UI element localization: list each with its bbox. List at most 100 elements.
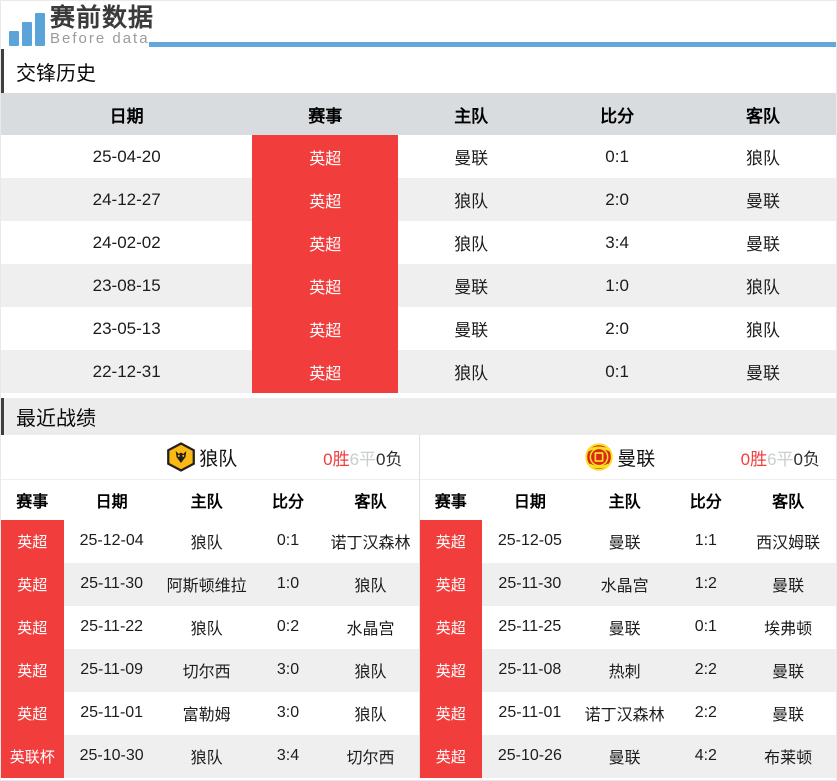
cell-date: 25-11-01 <box>80 704 144 721</box>
table-row: 24-02-02 英超 狼队 3:4 曼联 <box>1 221 836 264</box>
cell-home: 曼联 <box>608 621 641 638</box>
cell-home: 曼联 <box>454 149 489 168</box>
record-losses: 0负 <box>376 449 403 469</box>
bar-chart-logo-icon <box>9 8 45 46</box>
brand-title: 赛前数据 <box>50 4 155 32</box>
col-header-date: 日期 <box>1 93 253 135</box>
col-header-score: 比分 <box>253 479 323 520</box>
col-header-away: 客队 <box>322 479 419 520</box>
table-row: 英超 25-11-01 诺丁汉森林 2:2 曼联 <box>419 691 837 735</box>
cell-score: 0:1 <box>276 532 300 549</box>
cell-home: 曼联 <box>608 535 641 552</box>
table-row: 英超 25-12-05 曼联 1:1 西汉姆联 <box>419 519 837 563</box>
cell-home: 曼联 <box>577 734 672 778</box>
cell-competition-badge: 英超 <box>1 519 64 563</box>
cell-score: 0:1 <box>694 618 717 635</box>
cell-competition-badge: 英超 <box>1 648 64 692</box>
col-header-date: 日期 <box>481 479 578 520</box>
cell-score: 1:0 <box>253 562 323 606</box>
brand-header: 赛前数据 Before data <box>1 1 836 49</box>
record-wins: 0胜 <box>323 449 350 469</box>
cell-competition-badge: 英超 <box>1 562 64 606</box>
table-row: 英超 25-11-30 水晶宫 1:2 曼联 <box>419 562 836 606</box>
cell-date: 23-08-15 <box>1 264 253 307</box>
record-wins: 0胜 <box>740 449 768 469</box>
table-row: 23-08-15 英超 曼联 1:0 狼队 <box>1 264 836 307</box>
section-title-h2h: 交锋历史 <box>1 49 836 93</box>
table-row: 23-05-13 英超 曼联 2:0 狼队 <box>1 307 836 350</box>
cell-date: 25-12-04 <box>79 532 144 549</box>
cell-competition-badge: 英超 <box>419 691 482 735</box>
cell-home: 狼队 <box>190 535 223 552</box>
team-name: 曼联 <box>617 448 656 470</box>
team-header-wolves: 狼队 0胜6平0负 <box>1 435 419 479</box>
cell-home: 阿斯顿维拉 <box>159 562 254 606</box>
cell-home: 曼联 <box>398 264 545 307</box>
cell-score: 3:4 <box>253 734 323 778</box>
cell-date: 23-05-13 <box>92 318 161 338</box>
table-row: 24-12-27 英超 狼队 2:0 曼联 <box>1 178 836 221</box>
table-row: 英超 25-12-04 狼队 0:1 诺丁汉森林 <box>1 519 419 563</box>
cell-competition-badge: 英超 <box>419 734 482 778</box>
cell-away: 曼联 <box>740 648 836 692</box>
cell-away: 狼队 <box>690 264 836 307</box>
record-draws: 6平 <box>349 449 377 469</box>
team-record: 0胜6平0负 <box>237 445 418 470</box>
cell-date: 25-10-26 <box>481 734 578 778</box>
cell-home: 诺丁汉森林 <box>584 707 665 724</box>
col-header-home: 主队 <box>159 479 254 520</box>
recent-panel-manutd: 曼联 0胜6平0负 赛事 日期 主队 比分 客队 <box>418 435 837 778</box>
cell-home: 水晶宫 <box>577 562 672 606</box>
recent-table-header: 赛事 日期 主队 比分 客队 <box>419 479 836 520</box>
cell-score: 3:0 <box>276 704 300 721</box>
cell-competition-badge: 英超 <box>419 605 482 649</box>
recent-table-manutd: 赛事 日期 主队 比分 客队 英超 25-12-05 曼联 1:1 <box>419 479 837 778</box>
table-row: 英联杯 25-10-30 狼队 3:4 切尔西 <box>1 734 419 778</box>
brand-subtitle: Before data <box>50 30 150 47</box>
col-header-comp: 赛事 <box>252 93 399 135</box>
team-header-manutd: 曼联 0胜6平0负 <box>419 435 836 479</box>
cell-date: 25-11-22 <box>80 618 144 635</box>
cell-competition-badge: 英超 <box>252 135 399 178</box>
h2h-table-body: 25-04-20 英超 曼联 0:1 狼队 24-12-27 英超 狼队 2:0… <box>1 135 836 393</box>
recent-panels: 狼队 0胜6平0负 赛事 日期 主队 比分 客队 <box>1 435 836 778</box>
col-header-away: 客队 <box>690 93 836 135</box>
cell-home: 狼队 <box>454 235 489 254</box>
record-draws: 6平 <box>767 449 794 469</box>
cell-score: 0:1 <box>605 146 629 166</box>
cell-home: 热刺 <box>577 648 672 692</box>
table-row: 英超 25-11-25 曼联 0:1 埃弗顿 <box>419 605 837 649</box>
cell-away: 曼联 <box>772 707 805 724</box>
team-record: 0胜6平0负 <box>655 445 836 470</box>
team-identity-wolves: 狼队 <box>166 442 237 472</box>
cell-home: 曼联 <box>454 321 489 340</box>
cell-competition-badge: 英超 <box>419 562 482 606</box>
col-header-comp: 赛事 <box>1 479 64 520</box>
cell-date: 25-11-08 <box>481 648 578 692</box>
col-header-score: 比分 <box>544 93 691 135</box>
cell-away: 狼队 <box>746 321 781 340</box>
col-header-date: 日期 <box>63 479 160 520</box>
cell-date: 25-04-20 <box>92 146 161 166</box>
cell-competition-badge: 英联杯 <box>1 734 64 778</box>
cell-score: 0:2 <box>276 618 300 635</box>
col-header-home: 主队 <box>398 93 545 135</box>
cell-score: 1:0 <box>544 264 691 307</box>
cell-competition-badge: 英超 <box>252 178 399 221</box>
h2h-table: 日期 赛事 主队 比分 客队 25-04-20 英超 曼联 0:1 狼队 24-… <box>1 93 836 393</box>
col-header-away: 客队 <box>740 479 836 520</box>
cell-competition-badge: 英超 <box>419 519 482 563</box>
recent-table-body-wolves: 英超 25-12-04 狼队 0:1 诺丁汉森林 英超 25-11-30 阿斯顿… <box>1 519 419 778</box>
cell-score: 0:1 <box>544 350 691 393</box>
cell-away: 曼联 <box>690 178 836 221</box>
cell-away: 曼联 <box>690 350 836 393</box>
table-row: 英超 25-11-01 富勒姆 3:0 狼队 <box>1 691 419 735</box>
cell-score: 3:0 <box>253 648 323 692</box>
cell-home: 狼队 <box>398 178 545 221</box>
cell-home: 狼队 <box>398 350 545 393</box>
cell-date: 25-11-01 <box>498 704 562 721</box>
cell-score: 1:1 <box>694 532 717 549</box>
cell-competition-badge: 英超 <box>252 264 399 307</box>
cell-competition-badge: 英超 <box>252 307 399 350</box>
